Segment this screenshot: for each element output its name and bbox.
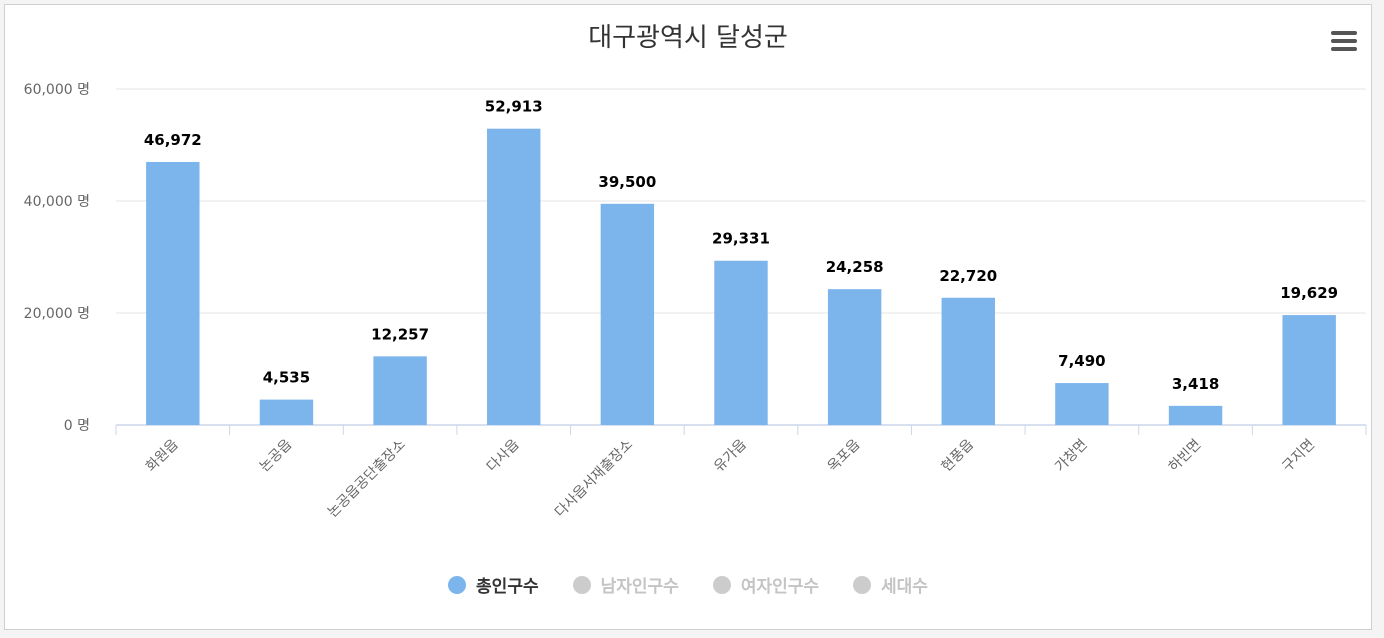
data-label: 39,500 bbox=[598, 173, 656, 191]
bar[interactable] bbox=[259, 399, 314, 425]
data-label: 29,331 bbox=[712, 230, 770, 248]
x-tick-label: 논공읍공단출장소 bbox=[325, 436, 409, 520]
data-label: 52,913 bbox=[485, 98, 543, 116]
bar[interactable] bbox=[373, 356, 427, 425]
x-tick-label: 다사읍 bbox=[484, 436, 523, 475]
bar[interactable] bbox=[600, 203, 655, 425]
data-label: 22,720 bbox=[939, 267, 997, 285]
data-label: 24,258 bbox=[826, 258, 884, 276]
x-tick-label: 하빈면 bbox=[1166, 437, 1205, 476]
y-tick-label: 60,000 명 bbox=[24, 82, 90, 98]
bar[interactable] bbox=[1055, 383, 1109, 425]
bar[interactable] bbox=[714, 260, 768, 425]
x-tick-label: 논공읍 bbox=[257, 436, 296, 475]
legend: 총인구수 남자인구수 여자인구수 세대수 bbox=[5, 572, 1371, 597]
hamburger-menu-icon[interactable] bbox=[1331, 31, 1357, 53]
chart-title: 대구광역시 달성군 bbox=[588, 23, 788, 53]
chart-container: 대구광역시 달성군 0 명 20,000 명 40,000 명 60,000 명 46,… bbox=[4, 4, 1372, 630]
legend-marker-icon bbox=[853, 575, 872, 594]
x-tick-label: 옥포읍 bbox=[825, 436, 864, 475]
legend-item[interactable]: 세대수 bbox=[853, 572, 928, 597]
data-label: 46,972 bbox=[144, 131, 202, 149]
bar[interactable] bbox=[827, 289, 882, 425]
data-label: 7,490 bbox=[1058, 352, 1105, 370]
y-tick-label: 0 명 bbox=[64, 418, 90, 434]
bar[interactable] bbox=[487, 128, 541, 425]
legend-item[interactable]: 여자인구수 bbox=[712, 572, 820, 597]
x-tick-label: 유가읍 bbox=[711, 436, 750, 475]
legend-label: 여자인구수 bbox=[740, 577, 820, 597]
legend-item[interactable]: 남자인구수 bbox=[572, 572, 679, 597]
x-tick-label: 구지면 bbox=[1279, 437, 1318, 476]
x-tick-label: 가창면 bbox=[1052, 437, 1091, 476]
x-tick-label: 현풍읍 bbox=[938, 436, 977, 475]
data-label: 4,535 bbox=[263, 369, 310, 387]
legend-label: 총인구수 bbox=[476, 577, 539, 597]
legend-label: 남자인구수 bbox=[600, 577, 679, 597]
plot-area: 0 명 20,000 명 40,000 명 60,000 명 46,972 화원읍 4,53… bbox=[24, 82, 1367, 521]
bar[interactable] bbox=[146, 161, 200, 426]
y-tick-label: 20,000 명 bbox=[24, 306, 90, 322]
data-label: 3,418 bbox=[1172, 375, 1219, 393]
legend-label: 세대수 bbox=[881, 577, 928, 597]
bar[interactable] bbox=[1168, 405, 1223, 425]
legend-item[interactable]: 총인구수 bbox=[448, 572, 539, 597]
y-tick-label: 40,000 명 bbox=[24, 194, 90, 210]
legend-marker-icon bbox=[712, 575, 731, 594]
bar[interactable] bbox=[941, 297, 995, 425]
x-tick-label: 다사읍서재출장소 bbox=[552, 436, 636, 520]
legend-marker-icon bbox=[448, 575, 467, 594]
x-tick-label: 화원읍 bbox=[143, 436, 182, 475]
data-label: 19,629 bbox=[1280, 284, 1338, 302]
bar[interactable] bbox=[1282, 315, 1336, 425]
data-label: 12,257 bbox=[371, 325, 429, 343]
legend-marker-icon bbox=[572, 575, 591, 594]
